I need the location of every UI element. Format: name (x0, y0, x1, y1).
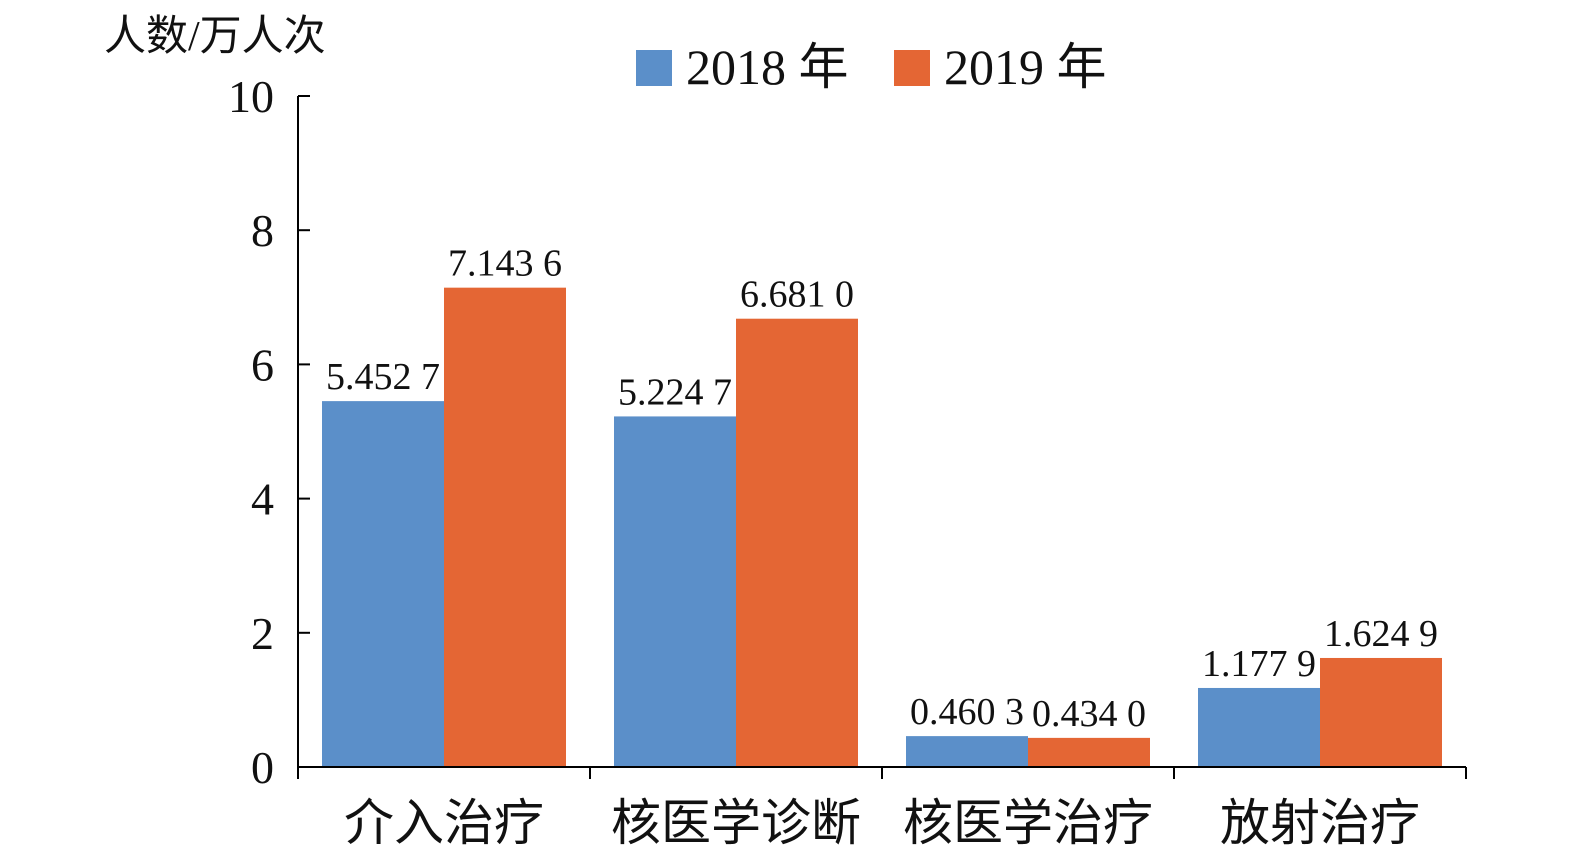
data-label: 5.452 7 (326, 356, 440, 398)
data-label: 7.143 6 (448, 243, 562, 285)
y-tick-label: 2 (251, 608, 274, 659)
y-tick-label: 0 (251, 742, 274, 793)
x-tick-label: 放射治疗 (1220, 795, 1420, 851)
bar (1198, 687, 1320, 767)
legend-swatch (636, 50, 672, 86)
y-tick-label: 8 (251, 205, 274, 256)
y-tick-label: 6 (251, 339, 274, 390)
bar (906, 736, 1028, 767)
y-tick-label: 10 (228, 71, 274, 122)
bar (1028, 737, 1150, 767)
x-tick-label: 核医学治疗 (903, 795, 1153, 851)
bar (1320, 657, 1442, 767)
y-axis: 0 2 4 6 8 10 (228, 71, 310, 793)
bars (322, 287, 1442, 767)
data-label: 1.624 9 (1324, 613, 1438, 655)
bar (444, 287, 566, 767)
data-label: 0.434 0 (1032, 693, 1146, 735)
bar (322, 401, 444, 767)
x-tick-label: 介入治疗 (344, 795, 544, 851)
data-labels: 5.452 7 7.143 6 5.224 7 6.681 0 0.460 3 0.434… (326, 243, 1438, 735)
data-label: 1.177 9 (1202, 643, 1316, 685)
bar (614, 416, 736, 767)
data-label: 5.224 7 (618, 371, 732, 413)
data-label: 0.460 3 (910, 691, 1024, 733)
legend: 2018 年 2019 年 (636, 39, 1107, 95)
legend-label: 2018 年 (686, 39, 849, 95)
bar (736, 318, 858, 767)
legend-label: 2019 年 (944, 39, 1107, 95)
x-axis: 介入治疗 核医学诊断 核医学治疗 放射治疗 (297, 766, 1467, 851)
legend-swatch (894, 50, 930, 86)
y-tick-label: 4 (251, 474, 274, 525)
data-label: 6.681 0 (740, 274, 854, 316)
y-axis-label: 人数/万人次 (104, 14, 326, 60)
x-tick-label: 核医学诊断 (611, 795, 861, 851)
